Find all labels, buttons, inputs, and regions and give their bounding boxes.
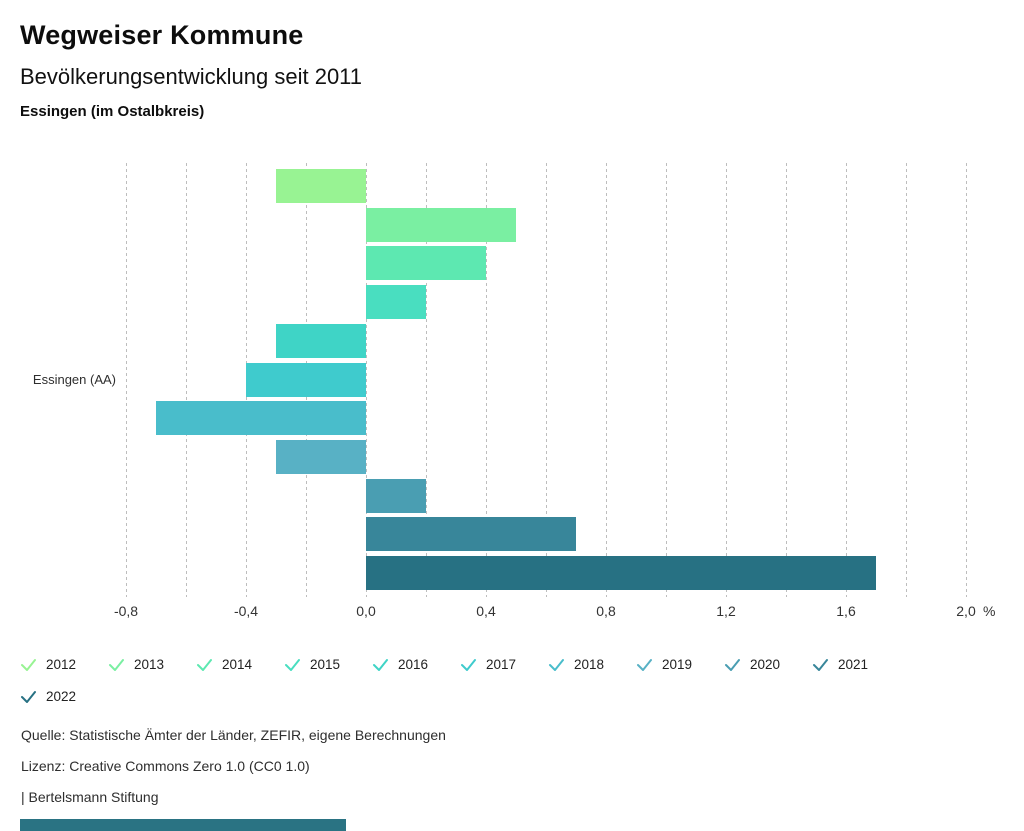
y-axis-group-label: Essingen (AA)	[32, 372, 116, 387]
bar-2019[interactable]	[276, 440, 366, 474]
x-tick-label: -0,8	[113, 603, 139, 619]
legend-item-2018[interactable]: 2018	[548, 655, 604, 673]
page-title: Wegweiser Kommune	[20, 20, 304, 50]
gridline	[546, 163, 547, 597]
legend-item-label: 2017	[486, 656, 517, 672]
x-tick-label: 1,2	[716, 603, 736, 619]
x-tick-label: 0,0	[356, 603, 376, 619]
check-icon	[813, 658, 828, 671]
license-text: Lizenz: Creative Commons Zero 1.0 (CC0 1…	[21, 758, 310, 774]
legend-item-label: 2018	[574, 656, 605, 672]
check-icon	[21, 658, 36, 671]
bar-2018[interactable]	[156, 401, 366, 435]
chart-title: Bevölkerungsentwicklung seit 2011	[20, 64, 363, 89]
gridline	[906, 163, 907, 597]
legend-item-label: 2016	[398, 656, 429, 672]
gridline	[426, 163, 427, 597]
gridline	[606, 163, 607, 597]
legend-item-2019[interactable]: 2019	[636, 655, 692, 673]
footer-brand-bar	[20, 819, 346, 831]
legend-item-2022[interactable]: 2022	[20, 687, 76, 705]
bar-2015[interactable]	[366, 285, 426, 319]
gridline	[366, 163, 367, 597]
check-icon	[637, 658, 652, 671]
legend-item-2012[interactable]: 2012	[20, 655, 76, 673]
gridline	[126, 163, 127, 597]
check-icon	[461, 658, 476, 671]
bar-2020[interactable]	[366, 479, 426, 513]
legend-item-2017[interactable]: 2017	[460, 655, 516, 673]
bar-2022[interactable]	[366, 556, 876, 590]
bar-2016[interactable]	[276, 324, 366, 358]
bar-2012[interactable]	[276, 169, 366, 203]
check-icon	[549, 658, 564, 671]
source-text: Quelle: Statistische Ämter der Länder, Z…	[21, 727, 446, 743]
x-tick-label: 0,4	[476, 603, 496, 619]
legend-item-2021[interactable]: 2021	[812, 655, 868, 673]
chart-location-label: Essingen (im Ostalbkreis)	[20, 103, 205, 120]
legend-item-label: 2020	[750, 656, 781, 672]
legend-item-2016[interactable]: 2016	[372, 655, 428, 673]
legend-item-label: 2021	[838, 656, 869, 672]
legend-item-label: 2013	[134, 656, 165, 672]
check-icon	[21, 690, 36, 703]
legend-item-label: 2019	[662, 656, 693, 672]
x-tick-label: 0,8	[596, 603, 616, 619]
x-tick-label: -0,4	[233, 603, 259, 619]
legend-item-2013[interactable]: 2013	[108, 655, 164, 673]
gridline	[666, 163, 667, 597]
legend-item-label: 2015	[310, 656, 341, 672]
gridline	[786, 163, 787, 597]
x-tick-label: 1,6	[836, 603, 856, 619]
legend-item-2015[interactable]: 2015	[284, 655, 340, 673]
x-tick-label: 2,0	[956, 603, 976, 619]
legend-item-label: 2022	[46, 688, 77, 704]
legend-item-2020[interactable]: 2020	[724, 655, 780, 673]
gridline	[486, 163, 487, 597]
check-icon	[285, 658, 300, 671]
gridline	[186, 163, 187, 597]
check-icon	[109, 658, 124, 671]
check-icon	[373, 658, 388, 671]
check-icon	[725, 658, 740, 671]
bar-2017[interactable]	[246, 363, 366, 397]
check-icon	[197, 658, 212, 671]
legend-item-label: 2012	[46, 656, 77, 672]
legend-item-2014[interactable]: 2014	[196, 655, 252, 673]
gridline	[726, 163, 727, 597]
gridline	[846, 163, 847, 597]
bar-2014[interactable]	[366, 246, 486, 280]
x-axis-unit-label: %	[983, 603, 996, 619]
gridline	[966, 163, 967, 597]
legend-item-label: 2014	[222, 656, 253, 672]
attribution-text: | Bertelsmann Stiftung	[21, 789, 159, 805]
bar-2021[interactable]	[366, 517, 576, 551]
bar-2013[interactable]	[366, 208, 516, 242]
